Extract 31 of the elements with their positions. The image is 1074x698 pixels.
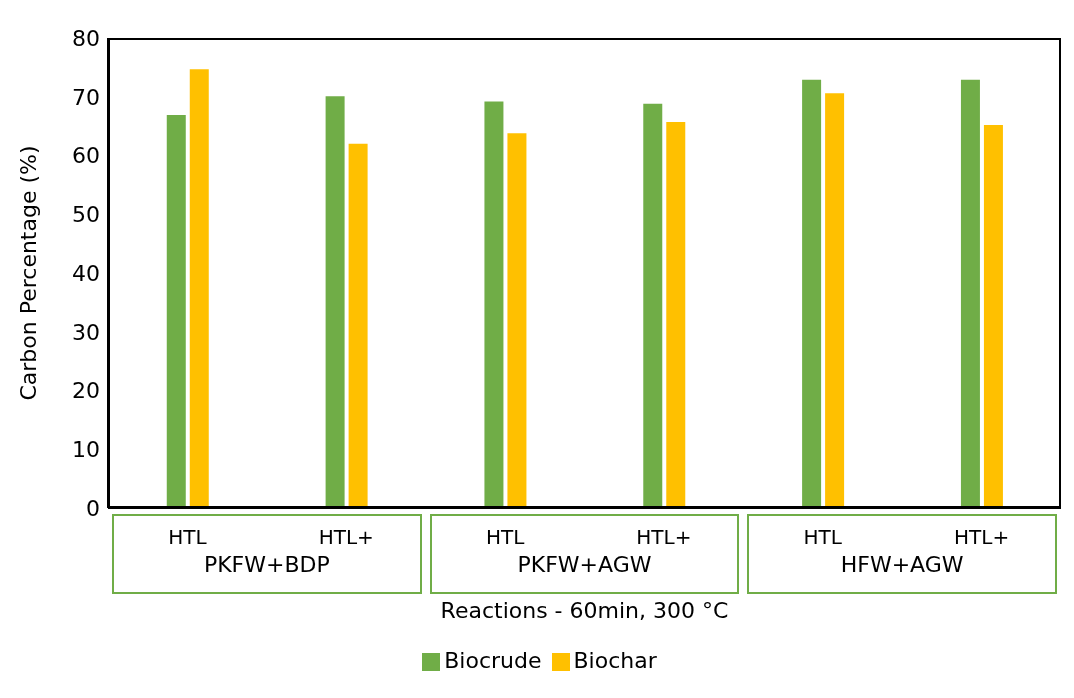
- y-tick-label: 60: [72, 143, 100, 169]
- bar: [960, 79, 980, 508]
- y-tick-label: 20: [72, 378, 100, 404]
- y-tick-label: 40: [72, 260, 100, 286]
- y-tick-label: 0: [86, 495, 100, 521]
- y-tick-label: 30: [72, 319, 100, 345]
- bar: [983, 124, 1003, 508]
- y-axis-title: Carbon Percentage (%): [15, 145, 41, 401]
- x-tick-label: HTL: [485, 525, 526, 550]
- bar: [666, 122, 686, 508]
- x-tick-label: HTL: [168, 525, 208, 550]
- y-tick-label: 10: [72, 437, 100, 463]
- bar: [825, 93, 845, 508]
- x-tick-label: HTL+: [954, 525, 1010, 550]
- bar: [325, 96, 345, 508]
- bar: [643, 103, 663, 508]
- bar: [484, 101, 504, 508]
- bar: [348, 143, 368, 508]
- x-axis-title: Reactions - 60min, 300 °C: [440, 598, 729, 623]
- x-tick-label: HTL+: [318, 525, 374, 550]
- bar: [166, 114, 186, 508]
- bar: [189, 69, 209, 508]
- y-tick-label: 80: [72, 25, 100, 51]
- legend-label: Biochar: [573, 648, 657, 673]
- bar: [507, 133, 527, 508]
- y-tick-label: 50: [72, 202, 100, 228]
- x-tick-label: HTL: [803, 525, 843, 550]
- bar: [802, 79, 822, 508]
- y-tick-label: 70: [72, 84, 100, 110]
- legend-label: Biocrude: [444, 648, 542, 673]
- x-tick-label: HTL+: [636, 525, 692, 550]
